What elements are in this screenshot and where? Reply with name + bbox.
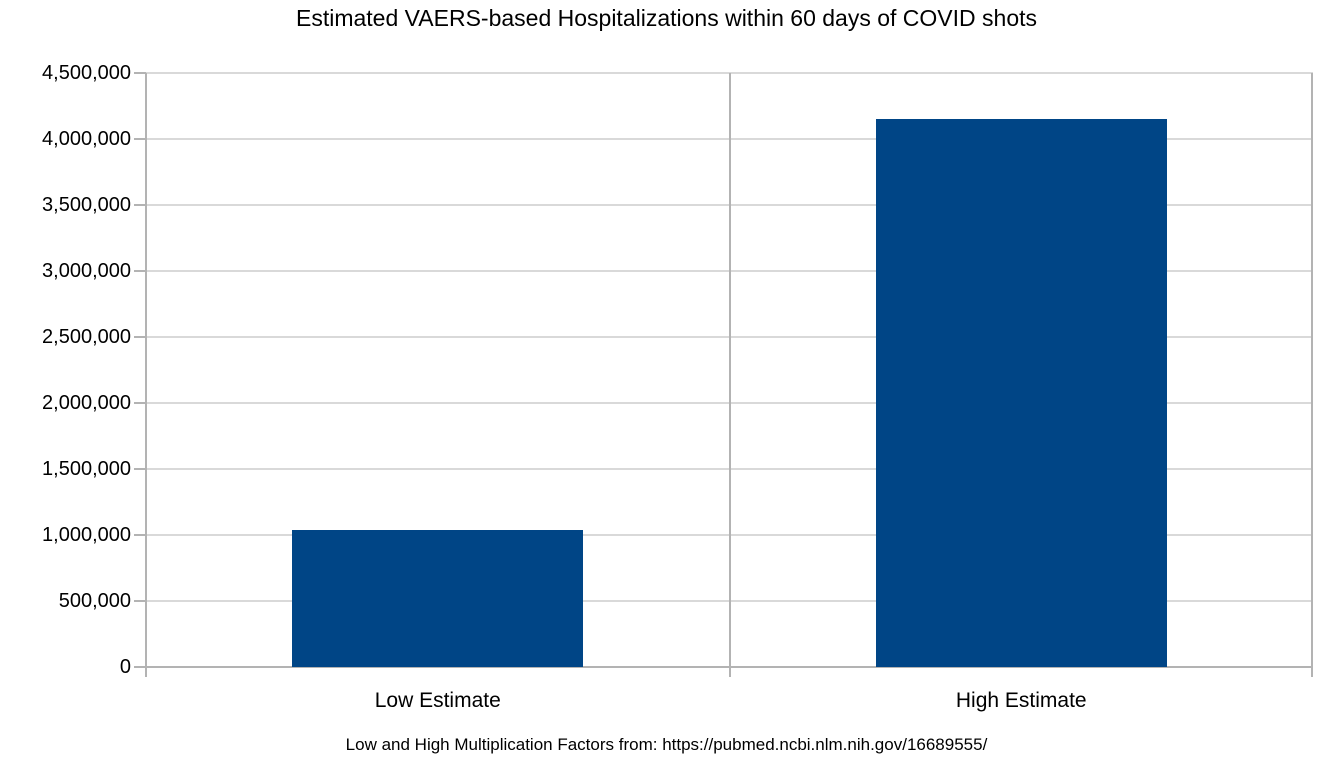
- y-tick-label: 3,000,000: [42, 260, 131, 282]
- y-axis-tick: [134, 336, 146, 338]
- bar-high-estimate: [875, 119, 1167, 667]
- y-tick-label: 500,000: [58, 590, 131, 612]
- y-tick-label: 0: [119, 656, 131, 678]
- y-tick-label: 4,000,000: [42, 128, 131, 150]
- plot-area: [134, 72, 1313, 677]
- chart-title: Estimated VAERS-based Hospitalizations w…: [295, 5, 1038, 31]
- chart-footnote: Low and High Multiplication Factors from…: [345, 735, 988, 754]
- category-boundary-line: [728, 73, 731, 677]
- y-axis-tick: [134, 402, 146, 404]
- y-tick-label: 2,000,000: [42, 392, 131, 414]
- bar-low-estimate: [292, 529, 584, 667]
- y-tick-label: 1,000,000: [42, 524, 131, 546]
- x-category-label: High Estimate: [955, 689, 1087, 712]
- x-category-label: Low Estimate: [374, 689, 501, 712]
- y-axis-tick: [134, 204, 146, 206]
- y-axis-line: [145, 73, 147, 677]
- y-tick-label: 3,500,000: [42, 194, 131, 216]
- category-boundary-line: [1311, 73, 1313, 677]
- y-axis-tick: [134, 72, 146, 74]
- y-axis-tick: [134, 138, 146, 140]
- y-axis-tick: [134, 534, 146, 536]
- y-axis-tick: [134, 600, 146, 602]
- y-tick-label: 1,500,000: [42, 458, 131, 480]
- y-axis-tick: [134, 468, 146, 470]
- y-tick-label: 4,500,000: [42, 62, 131, 84]
- x-axis-line: [146, 666, 1313, 668]
- y-axis-tick: [134, 270, 146, 272]
- y-tick-label: 2,500,000: [42, 326, 131, 348]
- y-axis-tick: [134, 666, 146, 668]
